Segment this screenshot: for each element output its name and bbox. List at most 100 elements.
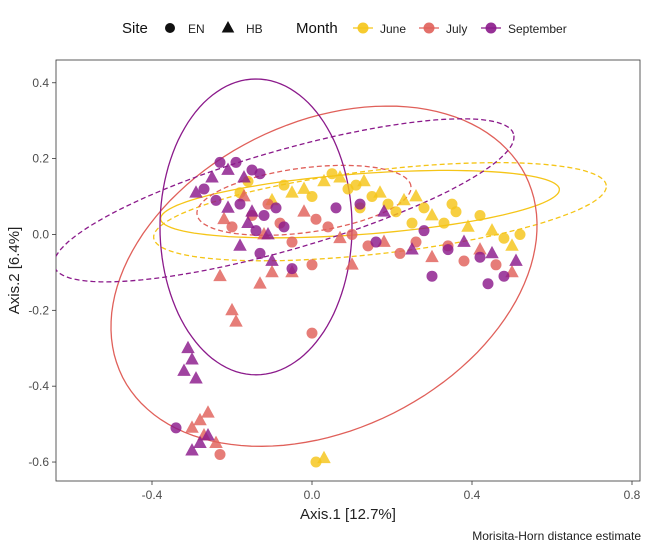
- point-september-triangle: [237, 170, 251, 183]
- legend-site-en-label: EN: [188, 22, 205, 36]
- point-june-triangle: [461, 219, 475, 232]
- point-june-circle: [514, 228, 526, 240]
- point-june-circle: [438, 217, 450, 229]
- point-september-circle: [270, 202, 282, 214]
- point-june-triangle: [425, 208, 439, 221]
- point-july-triangle: [253, 276, 267, 289]
- point-july-triangle: [217, 211, 231, 225]
- point-september-circle: [170, 422, 182, 434]
- y-tick-label: 0.0: [32, 227, 49, 241]
- point-july-triangle: [265, 264, 279, 278]
- ellipse-september-dashed: [56, 118, 515, 283]
- point-september-triangle: [221, 162, 235, 175]
- point-september-circle: [210, 194, 222, 206]
- point-july-circle: [306, 259, 318, 271]
- point-june-circle: [310, 456, 322, 468]
- y-axis-title: Axis.2 [6.4%]: [6, 227, 23, 315]
- point-september-triangle: [185, 352, 199, 365]
- point-july-triangle: [345, 257, 359, 270]
- point-july-circle: [322, 221, 334, 233]
- point-june-circle: [406, 217, 418, 229]
- point-july-circle: [310, 213, 322, 225]
- point-september-circle: [482, 278, 494, 290]
- y-tick-label: 0.2: [32, 152, 49, 166]
- point-september-triangle: [241, 215, 255, 228]
- data-points: [170, 156, 526, 468]
- legend-september-symbol: [485, 22, 497, 34]
- point-june-circle: [278, 179, 290, 191]
- x-tick-label: 0.4: [464, 488, 481, 502]
- legend-site-hb-label: HB: [246, 22, 263, 36]
- y-tick-label: -0.4: [28, 379, 49, 393]
- point-june-triangle: [505, 238, 519, 251]
- legend-month-title: Month: [296, 20, 338, 37]
- point-july-triangle: [193, 412, 207, 426]
- point-july-circle: [490, 259, 502, 271]
- point-july-circle: [394, 247, 406, 259]
- point-june-triangle: [357, 173, 371, 187]
- legend-site-title: Site: [122, 20, 148, 37]
- point-july-triangle: [201, 405, 215, 418]
- point-september-circle: [286, 263, 298, 275]
- point-june-triangle: [409, 189, 423, 202]
- x-axis-title: Axis.1 [12.7%]: [300, 506, 396, 523]
- point-september-triangle: [485, 245, 499, 259]
- point-september-circle: [234, 198, 246, 210]
- point-june-triangle: [297, 181, 311, 194]
- point-september-circle: [442, 244, 454, 256]
- point-july-triangle: [237, 189, 251, 202]
- y-axis: 0.4 0.2 0.0 -0.2 -0.4 -0.6: [28, 76, 56, 469]
- point-june-circle: [366, 191, 378, 203]
- x-tick-label: 0.8: [624, 488, 641, 502]
- point-june-triangle: [317, 450, 331, 464]
- point-july-triangle: [225, 302, 239, 316]
- ellipse-july-dashed: [196, 164, 412, 236]
- point-september-triangle: [457, 234, 471, 247]
- point-september-circle: [418, 225, 430, 237]
- point-july-triangle: [333, 230, 347, 244]
- point-september-circle: [330, 202, 342, 214]
- legend: Site EN HB Month June July September: [122, 20, 567, 37]
- point-june-triangle: [317, 173, 331, 187]
- legend-triangle-symbol: [221, 21, 235, 33]
- y-tick-label: -0.6: [28, 455, 49, 469]
- point-june-triangle: [373, 185, 387, 198]
- point-september-circle: [214, 156, 226, 168]
- point-september-triangle: [405, 242, 419, 255]
- point-september-circle: [254, 168, 266, 180]
- y-tick-label: 0.4: [32, 76, 49, 90]
- point-september-circle: [250, 225, 262, 237]
- point-june-circle: [498, 232, 510, 244]
- legend-month-july-label: July: [446, 22, 467, 36]
- point-june-circle: [390, 206, 402, 218]
- point-july-triangle: [425, 249, 439, 263]
- x-axis: -0.4 0.0 0.4 0.8: [142, 481, 641, 502]
- point-july-circle: [306, 327, 318, 339]
- point-september-triangle: [193, 435, 207, 448]
- confidence-ellipses: [56, 78, 607, 447]
- point-july-triangle: [297, 204, 311, 217]
- legend-circle-symbol: [165, 23, 175, 33]
- ellipse-july-solid: [110, 105, 538, 447]
- point-june-circle: [350, 179, 362, 191]
- point-september-triangle: [265, 253, 279, 266]
- point-september-circle: [498, 270, 510, 282]
- point-july-circle: [458, 255, 470, 267]
- point-september-triangle: [201, 427, 215, 441]
- point-september-circle: [230, 156, 242, 168]
- point-june-triangle: [333, 170, 347, 183]
- x-tick-label: 0.0: [304, 488, 321, 502]
- point-june-circle: [418, 202, 430, 214]
- ellipse-september-solid: [159, 78, 353, 376]
- point-july-triangle: [185, 420, 199, 433]
- legend-month-june-label: June: [380, 22, 406, 36]
- point-september-circle: [354, 198, 366, 210]
- point-september-triangle: [509, 253, 523, 266]
- point-july-circle: [226, 221, 238, 233]
- point-september-circle: [198, 183, 210, 195]
- point-september-circle: [254, 247, 266, 259]
- point-june-triangle: [485, 223, 499, 236]
- point-september-triangle: [189, 185, 203, 198]
- y-tick-label: -0.2: [28, 303, 49, 317]
